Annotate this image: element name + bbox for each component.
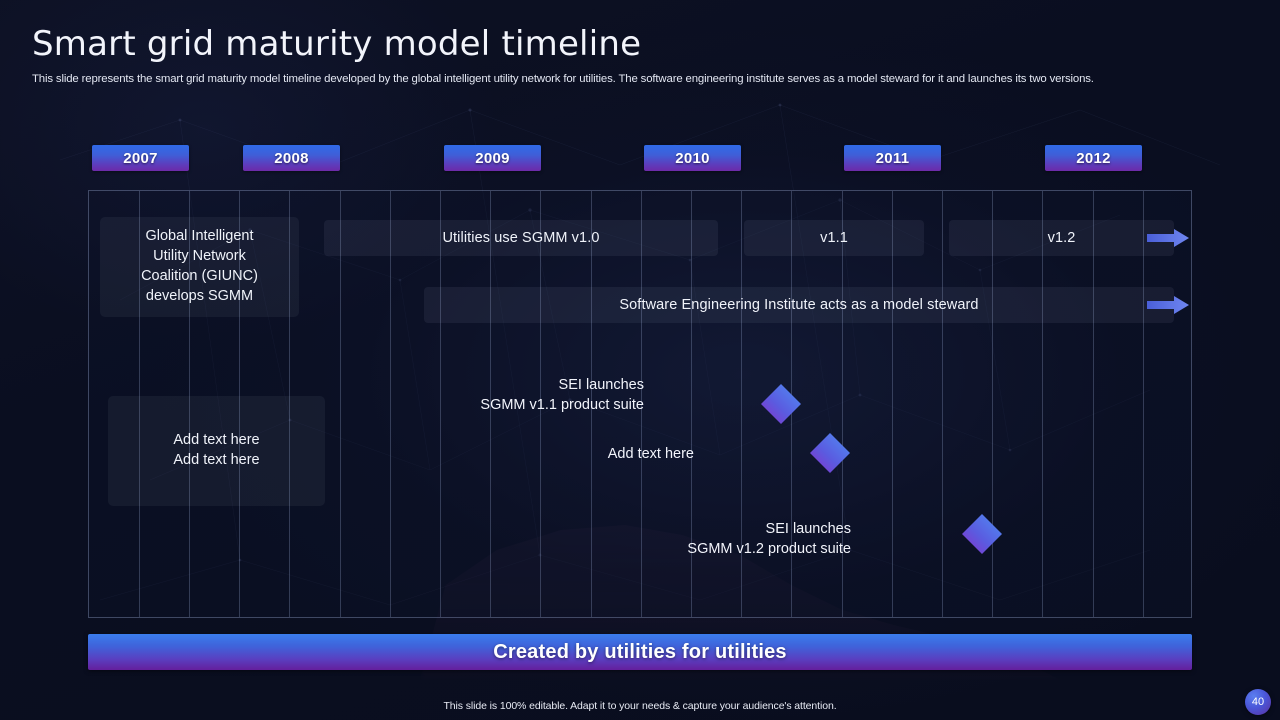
milestone-text: SEI launches SGMM v1.2 product suite xyxy=(687,521,851,557)
bar-label: v1.2 xyxy=(1047,230,1076,246)
card-label: Add text here Add text here xyxy=(173,432,260,468)
milestone-diamond-add-text[interactable] xyxy=(808,431,852,475)
gridline xyxy=(139,191,140,617)
card-add-text-here[interactable]: Add text here Add text here xyxy=(108,396,325,506)
gridline xyxy=(1093,191,1094,617)
year-tab-2010[interactable]: 2010 xyxy=(644,145,741,171)
footer-banner: Created by utilities for utilities xyxy=(88,634,1192,670)
milestone-diamond-sgmm-v12[interactable] xyxy=(960,512,1004,556)
arrow-right-icon-row1 xyxy=(1147,229,1189,247)
bar-sgmm-v12[interactable]: v1.2 xyxy=(949,220,1174,256)
gridline xyxy=(189,191,190,617)
milestone-label-sgmm-v11: SEI launches SGMM v1.1 product suite xyxy=(449,375,644,415)
year-tab-2008[interactable]: 2008 xyxy=(243,145,340,171)
gridline xyxy=(239,191,240,617)
gridline xyxy=(641,191,642,617)
milestone-label-sgmm-v12: SEI launches SGMM v1.2 product suite xyxy=(654,519,851,559)
milestone-text: SEI launches SGMM v1.1 product suite xyxy=(480,377,644,413)
footer-banner-label: Created by utilities for utilities xyxy=(493,640,787,663)
gridline xyxy=(942,191,943,617)
arrow-right-icon-row2 xyxy=(1147,296,1189,314)
year-label: 2008 xyxy=(274,149,309,167)
gridline xyxy=(691,191,692,617)
milestone-label-add-text: Add text here xyxy=(509,444,694,464)
year-tab-2012[interactable]: 2012 xyxy=(1045,145,1142,171)
year-label: 2009 xyxy=(475,149,510,167)
year-label: 2010 xyxy=(675,149,710,167)
gridline xyxy=(992,191,993,617)
page-title: Smart grid maturity model timeline xyxy=(32,24,642,64)
gridline xyxy=(440,191,441,617)
gridline xyxy=(340,191,341,617)
gridline xyxy=(540,191,541,617)
gridline xyxy=(1042,191,1043,617)
slide-header: Smart grid maturity model timeline This … xyxy=(32,24,1248,88)
year-label: 2011 xyxy=(875,149,910,167)
card-giunc-develops-sgmm[interactable]: Global Intelligent Utility Network Coali… xyxy=(100,217,299,317)
page-subtitle: This slide represents the smart grid mat… xyxy=(32,73,1094,86)
bar-label: Utilities use SGMM v1.0 xyxy=(442,230,600,246)
bar-sgmm-v11[interactable]: v1.1 xyxy=(744,220,924,256)
milestone-text: Add text here xyxy=(607,446,694,462)
year-label: 2007 xyxy=(123,149,158,167)
milestone-diamond-sgmm-v11[interactable] xyxy=(759,382,803,426)
gridline xyxy=(490,191,491,617)
gridline xyxy=(390,191,391,617)
year-tab-2007[interactable]: 2007 xyxy=(92,145,189,171)
bar-sgmm-v10[interactable]: Utilities use SGMM v1.0 xyxy=(324,220,718,256)
timeline-chart-area: Utilities use SGMM v1.0 v1.1 v1.2 Softwa… xyxy=(88,190,1192,618)
year-label: 2012 xyxy=(1076,149,1111,167)
gridline xyxy=(892,191,893,617)
bar-label: v1.1 xyxy=(820,230,848,246)
bar-sei-steward[interactable]: Software Engineering Institute acts as a… xyxy=(424,287,1174,323)
card-label: Global Intelligent Utility Network Coali… xyxy=(141,228,258,304)
page-number: 40 xyxy=(1251,696,1265,708)
page-number-badge: 40 xyxy=(1245,689,1271,715)
gridline xyxy=(741,191,742,617)
footer-note: This slide is 100% editable. Adapt it to… xyxy=(443,700,837,712)
year-tab-2011[interactable]: 2011 xyxy=(844,145,941,171)
gridline xyxy=(591,191,592,617)
gridline xyxy=(842,191,843,617)
gridline xyxy=(289,191,290,617)
bar-label: Software Engineering Institute acts as a… xyxy=(619,297,979,313)
year-axis: 2007 2008 2009 2010 2011 2012 xyxy=(92,145,1192,171)
year-tab-2009[interactable]: 2009 xyxy=(444,145,541,171)
gridline xyxy=(1143,191,1144,617)
